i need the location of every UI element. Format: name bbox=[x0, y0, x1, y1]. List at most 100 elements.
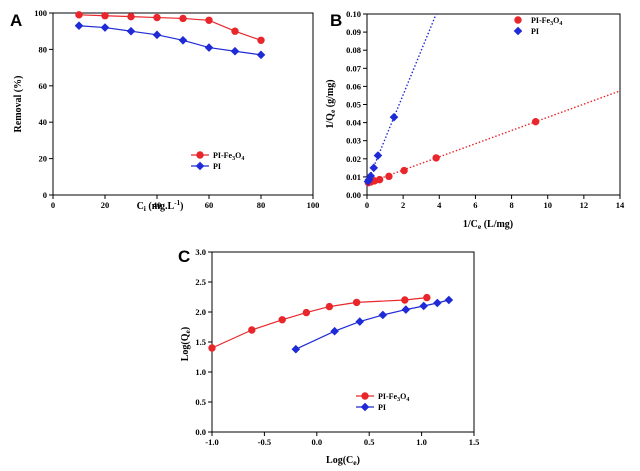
data-point-pi-fe3o4 bbox=[205, 16, 213, 24]
x-tick-label: 8 bbox=[509, 200, 513, 210]
y-tick-label: 40 bbox=[39, 117, 48, 127]
y-tick-label: 0.07 bbox=[346, 63, 362, 73]
legend-entry-pi-fe3o4: PI-Fe3O4 bbox=[356, 392, 409, 403]
y-tick-label: 0.06 bbox=[346, 81, 361, 91]
legend-marker bbox=[360, 402, 370, 412]
x-tick-label: 6 bbox=[473, 200, 477, 210]
legend-entry-pi: PI bbox=[191, 161, 221, 171]
data-point-pi-fe3o4 bbox=[248, 326, 256, 334]
data-point-pi-fe3o4 bbox=[400, 166, 408, 175]
data-point-pi-fe3o4 bbox=[278, 316, 286, 324]
data-point-pi-fe3o4 bbox=[375, 175, 384, 184]
panel-letter-a: A bbox=[10, 11, 22, 30]
data-point-pi-fe3o4 bbox=[257, 36, 265, 44]
legend-marker bbox=[195, 161, 205, 171]
y-tick-label: 0.01 bbox=[346, 172, 361, 182]
panel-letter-c: C bbox=[178, 247, 190, 266]
x-tick-label: 12 bbox=[580, 200, 589, 210]
x-axis-label-b: 1/Ce (L/mg) bbox=[463, 219, 513, 231]
data-point-pi bbox=[366, 171, 376, 181]
data-point-pi bbox=[355, 317, 365, 326]
y-tick-label: 0.5 bbox=[195, 397, 206, 407]
x-tick-label: 0 bbox=[51, 200, 55, 210]
y-tick-label: 1.5 bbox=[195, 337, 206, 347]
data-point-pi bbox=[373, 151, 383, 160]
x-tick-label: 1.0 bbox=[416, 437, 427, 447]
data-point-pi-fe3o4 bbox=[432, 154, 440, 162]
data-point-pi-fe3o4 bbox=[101, 12, 109, 20]
data-point-pi bbox=[433, 298, 442, 308]
data-point-pi-fe3o4 bbox=[153, 13, 161, 22]
y-tick-label: 0.04 bbox=[346, 118, 362, 128]
x-tick-label: 10 bbox=[543, 200, 552, 210]
y-tick-label: 0 bbox=[43, 190, 47, 200]
y-tick-label: 0.10 bbox=[346, 9, 361, 19]
panel-b: B 0 2 4 6 8 10 12 14 0.00 0.01 0.02 0.03 0.04 0.05 0.… bbox=[325, 9, 625, 231]
y-tick-label: 0.09 bbox=[346, 27, 361, 37]
series-line-pi bbox=[78, 25, 262, 56]
x-tick-label: 100 bbox=[307, 200, 320, 210]
data-point-pi-fe3o4 bbox=[75, 11, 83, 19]
data-point-pi bbox=[126, 26, 136, 36]
legend-entry-pi-fe3o4: PI-Fe3O4 bbox=[191, 151, 244, 162]
y-tick-label: 0.05 bbox=[346, 100, 361, 110]
data-point-pi-fe3o4 bbox=[302, 308, 311, 317]
y-tick-label: 2.0 bbox=[195, 307, 206, 317]
plot-frame-a bbox=[52, 12, 314, 196]
data-point-pi bbox=[291, 344, 301, 354]
data-point-pi bbox=[178, 35, 188, 45]
data-point-pi-fe3o4 bbox=[352, 298, 361, 307]
y-axis-label-b: 1/Qe (g/mg) bbox=[325, 79, 337, 128]
x-tick-label: 14 bbox=[616, 200, 625, 210]
x-tick-label: 0.0 bbox=[311, 437, 322, 447]
series-line-pi-fe3o4 bbox=[211, 297, 427, 349]
x-tick-label: 80 bbox=[257, 200, 266, 210]
y-tick-label: 80 bbox=[39, 44, 48, 54]
legend-label: PI-Fe3O4 bbox=[213, 151, 244, 162]
x-tick-label: 20 bbox=[101, 200, 110, 210]
x-tick-label: 2 bbox=[401, 200, 405, 210]
x-axis-label-c: Log(Ce) bbox=[326, 455, 360, 467]
x-tick-label: -1.0 bbox=[205, 437, 218, 447]
data-point-pi-fe3o4 bbox=[325, 302, 334, 311]
data-point-pi-fe3o4 bbox=[385, 172, 393, 181]
data-point-pi bbox=[256, 50, 266, 60]
legend-label: PI-Fe3O4 bbox=[531, 16, 562, 27]
y-tick-label: 1.0 bbox=[195, 367, 206, 377]
data-point-pi bbox=[330, 326, 339, 336]
data-point-pi bbox=[152, 30, 162, 40]
data-point-pi-fe3o4 bbox=[401, 296, 409, 304]
y-tick-label: 0.02 bbox=[346, 154, 361, 164]
y-tick-label: 0.08 bbox=[346, 45, 361, 55]
y-tick-label: 0.03 bbox=[346, 136, 361, 146]
data-point-pi bbox=[369, 163, 379, 173]
x-tick-label: 4 bbox=[437, 200, 442, 210]
x-tick-label: 0.5 bbox=[364, 437, 375, 447]
legend-label: PI bbox=[213, 162, 221, 171]
legend-marker bbox=[196, 151, 204, 159]
y-axis-label-a: Removal (%) bbox=[13, 76, 24, 133]
y-tick-label: 0.0 bbox=[195, 427, 206, 437]
legend-entry-pi-fe3o4: PI-Fe3O4 bbox=[514, 16, 562, 27]
legend-label: PI-Fe3O4 bbox=[378, 392, 409, 403]
data-point-pi-fe3o4 bbox=[179, 14, 187, 23]
x-tick-label: 0 bbox=[365, 200, 369, 210]
fit-line-pi bbox=[366, 13, 437, 184]
y-tick-label: 2.5 bbox=[195, 277, 206, 287]
data-point-pi bbox=[230, 46, 240, 56]
data-point-pi bbox=[378, 310, 388, 320]
legend-marker bbox=[514, 16, 522, 24]
x-tick-label: 1.5 bbox=[469, 437, 480, 447]
legend-label: PI bbox=[531, 27, 539, 36]
y-axis-label-c: Log(Qe) bbox=[180, 327, 192, 361]
fit-line-pi-fe3o4 bbox=[366, 90, 621, 184]
data-point-pi bbox=[204, 43, 214, 52]
data-point-pi bbox=[401, 305, 411, 314]
legend-marker bbox=[361, 392, 369, 400]
x-axis-label-a: Ci (mg.L-1) bbox=[137, 199, 184, 213]
y-tick-label: 100 bbox=[34, 8, 47, 18]
